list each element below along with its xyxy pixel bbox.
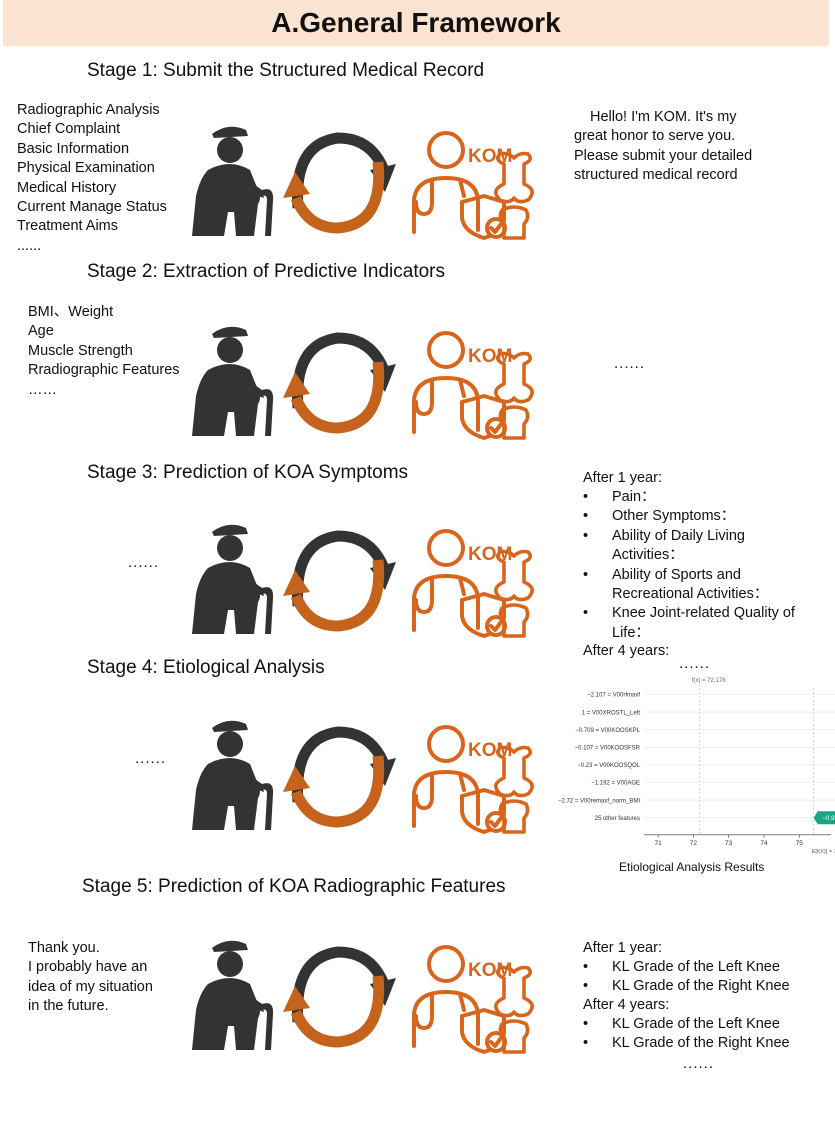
doctor-shield-icon bbox=[412, 331, 507, 440]
stage1-record-list: Radiographic Analysis Chief Complaint Ba… bbox=[17, 101, 167, 256]
symptom-item: Ability of Daily Living Activities： bbox=[583, 527, 815, 566]
indicator-item: …… bbox=[28, 381, 57, 398]
thanks-line: in the future. bbox=[28, 998, 109, 1015]
kl-grade-item: KL Grade of the Left Knee bbox=[583, 1015, 790, 1035]
stage3-left-ellipsis: ...... bbox=[128, 554, 160, 571]
stage3-illustration: KOM bbox=[178, 518, 538, 638]
stage3-title: Stage 3: Prediction of KOA Symptoms bbox=[87, 462, 409, 483]
feature-label: −1.192 = V00AGE bbox=[591, 781, 640, 787]
doctor-shield-icon bbox=[412, 529, 507, 638]
stage5-illustration: KOM bbox=[178, 934, 538, 1054]
feature-label: −2.107 = V00rfmaxf bbox=[587, 693, 640, 699]
stage1-title: Stage 1: Submit the Structured Medical R… bbox=[87, 60, 485, 81]
symptom-item: Pain： bbox=[583, 488, 815, 508]
chart-caption: Etiological Analysis Results bbox=[619, 860, 765, 874]
stage5-end-ellipsis: ...... bbox=[683, 1055, 715, 1072]
stage5-title: Stage 5: Prediction of KOA Radiographic … bbox=[82, 876, 506, 897]
feature-label: −0.107 = V00KOOSFSR bbox=[575, 746, 641, 752]
stage1-illustration: KOM bbox=[178, 120, 538, 240]
stage5-list-4year: KL Grade of the Left Knee KL Grade of th… bbox=[583, 1015, 790, 1054]
stage2-title: Stage 2: Extraction of Predictive Indica… bbox=[87, 261, 446, 282]
stage3-after4: After 4 years: bbox=[583, 643, 670, 659]
greeting-line: Hello! I'm KOM. It's my bbox=[590, 109, 737, 125]
kl-grade-item: KL Grade of the Left Knee bbox=[583, 958, 790, 978]
feature-label: −0.709 = V00KOOSKPL bbox=[575, 728, 640, 734]
greeting-line: Please submit your detailed bbox=[574, 147, 753, 164]
record-item: Radiographic Analysis bbox=[17, 102, 160, 118]
cycle-arrows-icon bbox=[283, 726, 396, 828]
knee-bone-icon bbox=[494, 549, 534, 638]
thanks-line: Thank you. bbox=[28, 940, 100, 956]
symptom-item: Knee Joint-related Quality of Life： bbox=[583, 604, 815, 643]
record-item: ...... bbox=[17, 237, 42, 254]
stage3-end-ellipsis: ...... bbox=[679, 655, 711, 672]
stage3-symptom-list: Pain： Other Symptoms： Ability of Daily L… bbox=[583, 488, 815, 643]
x-tick-label: 73 bbox=[725, 840, 733, 847]
symptom-item: Other Symptoms： bbox=[583, 507, 815, 527]
efx-label: E[f(X)] = 75.41 bbox=[812, 849, 835, 855]
indicator-item: Age bbox=[28, 323, 54, 340]
doctor-shield-icon bbox=[412, 945, 507, 1054]
record-item: Current Manage Status bbox=[17, 199, 167, 216]
patient-thanks: Thank you. I probably have an idea of my… bbox=[28, 939, 153, 1017]
indicator-item: Muscle Strength bbox=[28, 342, 133, 359]
indicator-item: BMI、Weight bbox=[28, 304, 114, 320]
title-banner: A.General Framework bbox=[3, 0, 829, 46]
symptom-item: Ability of Sports and Recreational Activ… bbox=[583, 566, 815, 605]
record-item: Medical History bbox=[17, 179, 117, 196]
cycle-arrows-icon bbox=[283, 132, 396, 234]
stage5-after1: After 1 year: bbox=[583, 940, 662, 956]
cycle-arrows-icon bbox=[283, 530, 396, 632]
thanks-line: I probably have an bbox=[28, 959, 148, 976]
kl-grade-item: KL Grade of the Right Knee bbox=[583, 977, 790, 997]
x-tick-label: 71 bbox=[654, 840, 662, 847]
feature-label: 25 other features bbox=[595, 816, 640, 822]
stage4-title: Stage 4: Etiological Analysis bbox=[87, 657, 325, 678]
kl-grade-item: KL Grade of the Right Knee bbox=[583, 1034, 790, 1054]
elderly-person-icon bbox=[192, 126, 274, 236]
stage2-indicator-list: BMI、Weight Age Muscle Strength Rradiogra… bbox=[28, 303, 180, 400]
x-tick-label: 72 bbox=[690, 840, 698, 847]
cycle-arrows-icon bbox=[283, 946, 396, 1048]
record-item: Basic Information bbox=[17, 140, 130, 157]
feature-label: −2.72 = V00remaxf_norm_BMI bbox=[558, 798, 640, 804]
greeting-line: structured medical record bbox=[574, 167, 738, 184]
waterfall-bar bbox=[813, 811, 835, 825]
fx-label: f(x) = 72.178 bbox=[692, 678, 727, 684]
doctor-shield-icon bbox=[412, 725, 507, 834]
stage5-after4: After 4 years: bbox=[583, 997, 670, 1013]
stage4-illustration: KOM bbox=[178, 714, 538, 834]
elderly-person-icon bbox=[192, 524, 274, 634]
knee-bone-icon bbox=[494, 151, 534, 240]
x-tick-label: 75 bbox=[796, 840, 804, 847]
x-tick-label: 74 bbox=[760, 840, 768, 847]
elderly-person-icon bbox=[192, 326, 274, 436]
bar-value-label: −0.93 bbox=[823, 816, 835, 822]
page-title: A.General Framework bbox=[271, 7, 561, 38]
knee-bone-icon bbox=[494, 351, 534, 440]
greeting-line: great honor to serve you. bbox=[574, 128, 736, 145]
knee-bone-icon bbox=[494, 745, 534, 834]
cycle-arrows-icon bbox=[283, 332, 396, 434]
elderly-person-icon bbox=[192, 720, 274, 830]
stage3-after1: After 1 year: bbox=[583, 470, 662, 486]
etiological-waterfall-chart: f(x) = 72.178+1.19−2.107 = V00rfmaxf−1.0… bbox=[558, 678, 835, 855]
record-item: Chief Complaint bbox=[17, 121, 121, 138]
knee-bone-icon bbox=[494, 965, 534, 1054]
thanks-line: idea of my situation bbox=[28, 978, 153, 995]
record-item: Treatment Aims bbox=[17, 218, 118, 235]
feature-label: 1 = V00XROSTL_Left bbox=[582, 710, 641, 716]
stage2-ellipsis: ...... bbox=[614, 355, 646, 372]
stage2-illustration: KOM bbox=[178, 320, 538, 440]
kom-greeting: Hello! I'm KOM. It's my great honor to s… bbox=[574, 108, 752, 186]
stage4-left-ellipsis: ...... bbox=[135, 750, 167, 767]
indicator-item: Rradiographic Features bbox=[28, 362, 180, 379]
record-item: Physical Examination bbox=[17, 160, 155, 177]
elderly-person-icon bbox=[192, 940, 274, 1050]
feature-label: −0.23 = V00KOOSQOL bbox=[577, 763, 640, 769]
stage5-list-1year: KL Grade of the Left Knee KL Grade of th… bbox=[583, 958, 790, 997]
